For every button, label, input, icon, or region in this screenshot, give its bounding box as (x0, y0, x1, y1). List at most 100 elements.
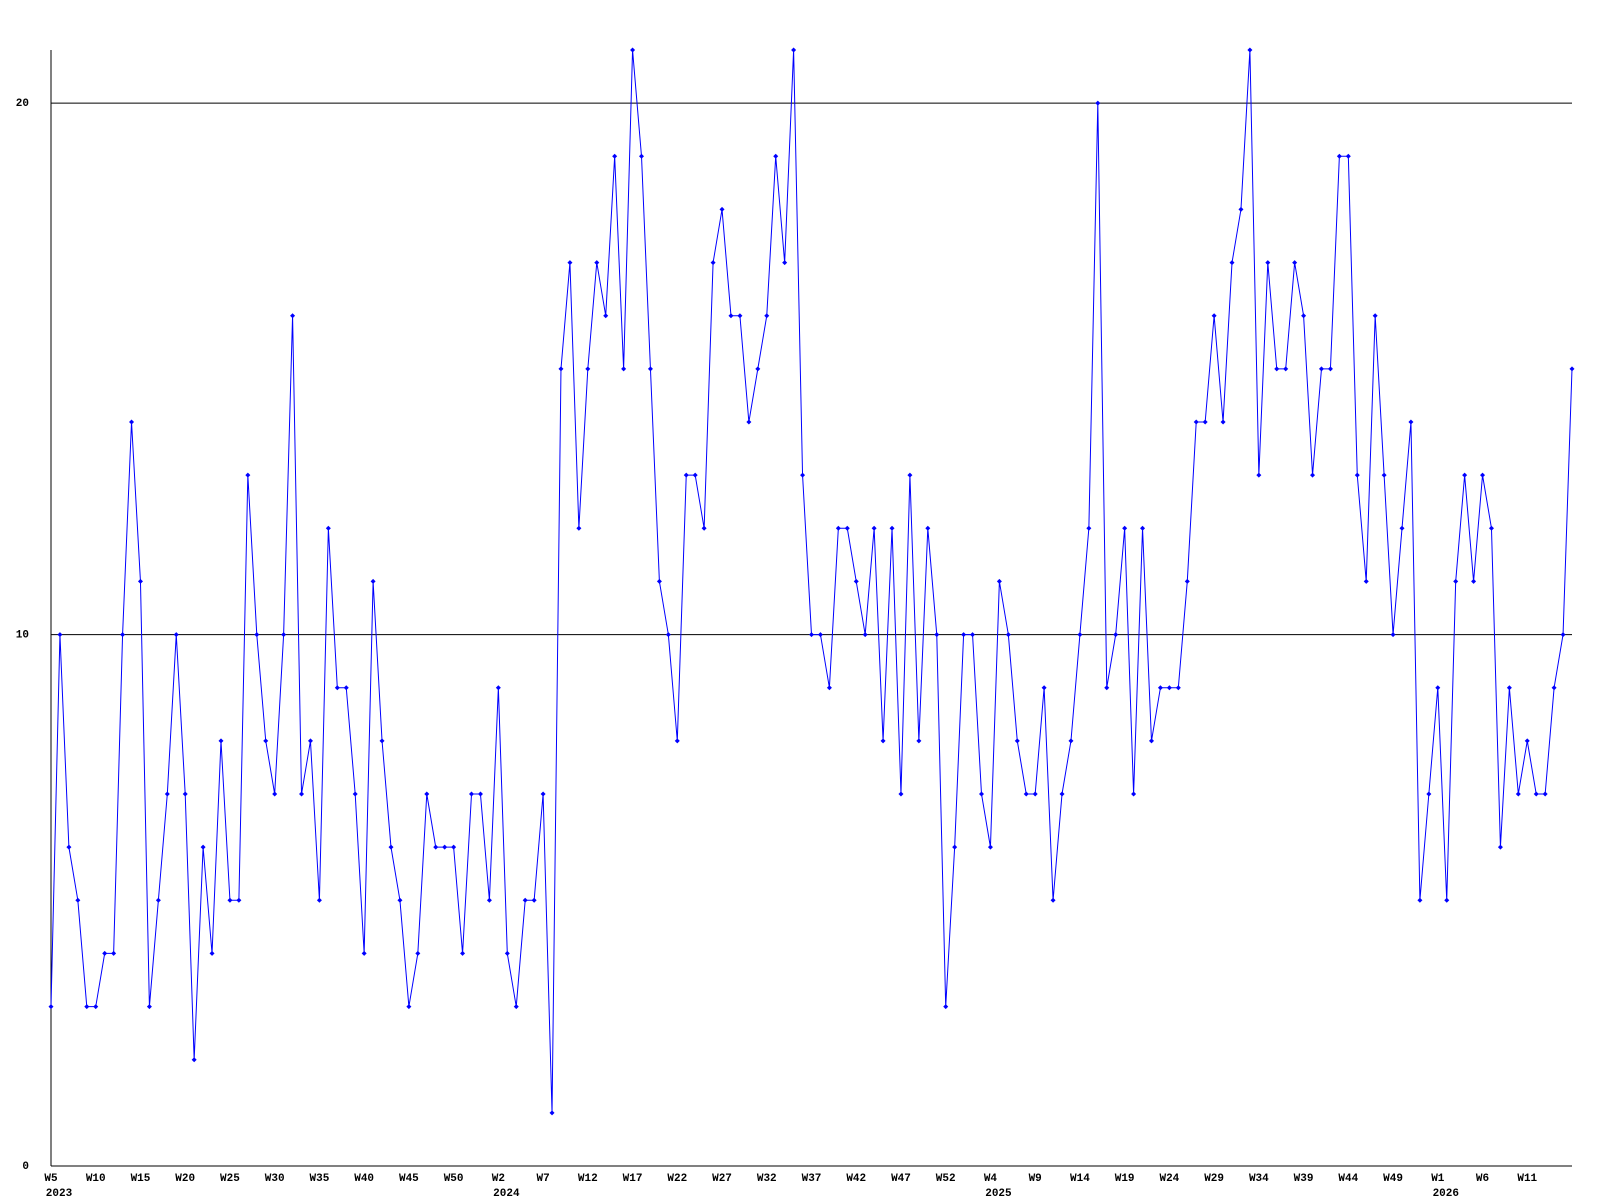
data-point (1354, 472, 1360, 478)
data-point (1068, 738, 1074, 744)
data-point (1524, 738, 1530, 744)
y-tick-label: 0 (22, 1161, 29, 1173)
data-point (137, 578, 143, 584)
data-point (880, 738, 886, 744)
data-point (1363, 578, 1369, 584)
data-point (978, 791, 984, 797)
x-tick-label: W4 (984, 1173, 998, 1185)
data-point (1310, 472, 1316, 478)
data-point (1122, 525, 1128, 531)
x-tick-label: W32 (757, 1173, 777, 1185)
x-tick-label: W25 (220, 1173, 240, 1185)
x-year-label: 2023 (46, 1188, 73, 1200)
data-point (791, 47, 797, 53)
data-point (1569, 366, 1575, 372)
data-point (728, 313, 734, 319)
data-point (1506, 685, 1512, 691)
data-point (1345, 153, 1351, 159)
x-tick-label: W52 (936, 1173, 956, 1185)
data-point (1417, 897, 1423, 903)
data-point (146, 1004, 152, 1010)
data-point (379, 738, 385, 744)
data-point (531, 897, 537, 903)
data-point (290, 313, 296, 319)
data-point (674, 738, 680, 744)
data-point (397, 897, 403, 903)
x-tick-label: W34 (1249, 1173, 1269, 1185)
data-point (630, 47, 636, 53)
data-point (1551, 685, 1557, 691)
data-point (1515, 791, 1521, 797)
data-point (334, 685, 340, 691)
data-point (621, 366, 627, 372)
data-point (835, 525, 841, 531)
data-point (594, 260, 600, 266)
data-point (907, 472, 913, 478)
data-point (683, 472, 689, 478)
data-point (406, 1004, 412, 1010)
x-year-label: 2024 (493, 1188, 520, 1200)
data-point (1193, 419, 1199, 425)
data-point (1283, 366, 1289, 372)
x-tick-label: W17 (623, 1173, 643, 1185)
data-point (665, 632, 671, 638)
data-point (1318, 366, 1324, 372)
data-point (1497, 844, 1503, 850)
data-point (576, 525, 582, 531)
data-point (343, 685, 349, 691)
data-point (513, 1004, 519, 1010)
data-point (299, 791, 305, 797)
data-point (925, 525, 931, 531)
data-point (263, 738, 269, 744)
x-tick-label: W44 (1338, 1173, 1358, 1185)
data-point (1140, 525, 1146, 531)
x-tick-label: W2 (492, 1173, 505, 1185)
data-point (272, 791, 278, 797)
data-point (558, 366, 564, 372)
x-tick-label: W27 (712, 1173, 732, 1185)
data-point (987, 844, 993, 850)
data-point (1131, 791, 1137, 797)
data-point (155, 897, 161, 903)
data-point (585, 366, 591, 372)
data-point (424, 791, 430, 797)
data-point (129, 419, 135, 425)
x-tick-label: W5 (44, 1173, 58, 1185)
data-point (504, 950, 510, 956)
data-point (1220, 419, 1226, 425)
data-point (952, 844, 958, 850)
data-point (236, 897, 242, 903)
data-point (1462, 472, 1468, 478)
data-point (1166, 685, 1172, 691)
data-point (1542, 791, 1548, 797)
data-point (75, 897, 81, 903)
data-point (782, 260, 788, 266)
data-point (755, 366, 761, 372)
data-point (370, 578, 376, 584)
data-point (1247, 47, 1253, 53)
x-year-label: 2026 (1433, 1188, 1459, 1200)
data-point (1274, 366, 1280, 372)
x-tick-label: W30 (265, 1173, 285, 1185)
x-tick-label: W29 (1204, 1173, 1224, 1185)
data-point (469, 791, 475, 797)
data-point (764, 313, 770, 319)
data-point (800, 472, 806, 478)
data-point (200, 844, 206, 850)
x-tick-label: W45 (399, 1173, 419, 1185)
data-point (1488, 525, 1494, 531)
data-point (1453, 578, 1459, 584)
x-tick-label: W10 (86, 1173, 106, 1185)
data-point (853, 578, 859, 584)
data-point (1184, 578, 1190, 584)
data-point (1157, 685, 1163, 691)
data-point (567, 260, 573, 266)
data-point (281, 632, 287, 638)
x-tick-label: W49 (1383, 1173, 1403, 1185)
data-point (1023, 791, 1029, 797)
data-point (191, 1057, 197, 1063)
x-year-label: 2025 (985, 1188, 1012, 1200)
x-tick-label: W35 (310, 1173, 330, 1185)
data-point (1238, 206, 1244, 212)
